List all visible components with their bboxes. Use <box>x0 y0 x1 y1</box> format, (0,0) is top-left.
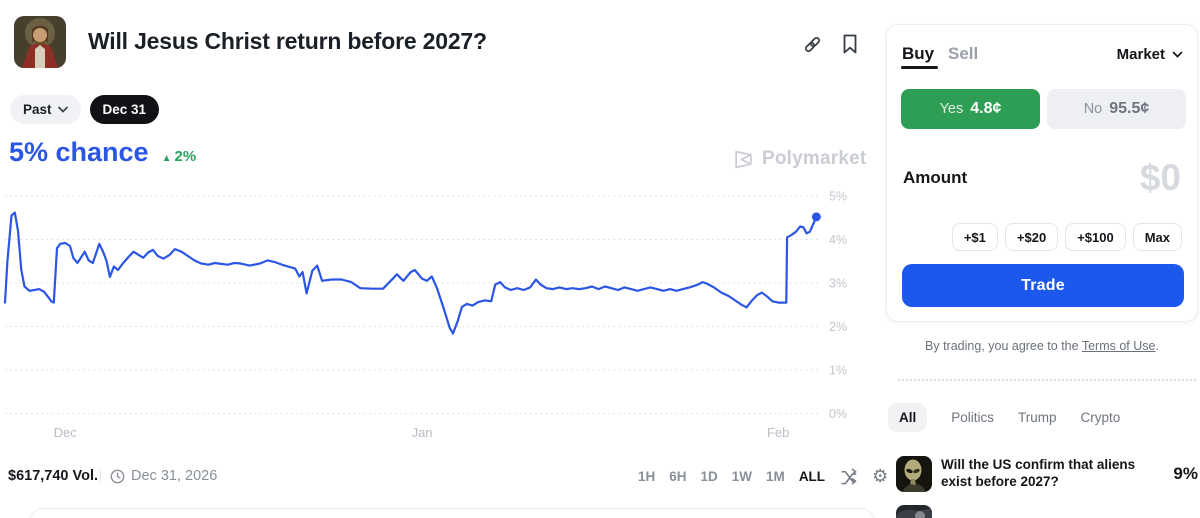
footer-divider <box>100 469 101 483</box>
past-dropdown[interactable]: Past <box>10 95 81 124</box>
bookmark-icon[interactable] <box>840 33 862 55</box>
no-price: 95.5¢ <box>1109 100 1150 117</box>
x-axis-label: Feb <box>767 425 789 440</box>
price-chart[interactable]: 5% 4% 3% 2% 1% 0% Dec Jan Feb <box>0 185 872 443</box>
settings-gear-icon[interactable]: ⚙ <box>872 466 889 486</box>
polymarket-watermark: Polymarket <box>733 148 866 170</box>
quick-amount-row: +$1 +$20 +$100 Max <box>951 223 1182 251</box>
terms-text: By trading, you agree to the <box>925 339 1082 353</box>
category-tabs: All Politics Trump Crypto <box>888 403 1120 432</box>
terms-of-use-link[interactable]: Terms of Use <box>1081 339 1156 353</box>
jesus-avatar-image <box>14 16 66 68</box>
amount-label: Amount <box>903 168 968 187</box>
related-market-chance: 9% <box>1173 464 1198 483</box>
compare-arrows-icon[interactable] <box>839 467 858 486</box>
market-avatar <box>14 16 66 68</box>
section-divider <box>898 379 1196 381</box>
y-axis-label: 5% <box>829 190 847 204</box>
x-axis-label: Jan <box>412 425 433 440</box>
buy-no-button[interactable]: No 95.5¢ <box>1047 89 1186 129</box>
range-1d[interactable]: 1D <box>700 469 718 484</box>
range-1m[interactable]: 1M <box>766 469 785 484</box>
y-axis-label: 4% <box>829 233 847 247</box>
page-title: Will Jesus Christ return before 2027? <box>88 28 487 54</box>
chance-value: 5% chance <box>9 137 149 167</box>
chevron-down-icon <box>57 106 68 113</box>
related-market-avatar-partial[interactable] <box>896 505 932 518</box>
price-line <box>3 211 818 335</box>
range-1h[interactable]: 1H <box>638 469 656 484</box>
buy-yes-button[interactable]: Yes 4.8¢ <box>901 89 1040 129</box>
related-market-title: Will the US confirm that aliens exist be… <box>941 457 1136 489</box>
tab-politics[interactable]: Politics <box>951 410 995 425</box>
related-market-item[interactable]: Will the US confirm that aliens exist be… <box>896 456 1198 492</box>
add-20-dollars-button[interactable]: +$20 <box>1004 223 1059 251</box>
y-axis-label: 0% <box>829 407 847 421</box>
polymarket-watermark-label: Polymarket <box>762 148 867 169</box>
x-axis-label: Dec <box>54 425 78 440</box>
latest-price-dot <box>811 212 821 222</box>
volume-label: $617,740 Vol. <box>8 468 99 484</box>
order-type-label: Market <box>1116 46 1165 63</box>
range-6h[interactable]: 6H <box>669 469 687 484</box>
alien-avatar-image <box>896 456 932 492</box>
amount-input-value[interactable]: $0 <box>1139 157 1181 198</box>
y-axis-label: 2% <box>829 320 847 334</box>
no-label: No <box>1083 101 1103 117</box>
related-market-avatar <box>896 456 932 492</box>
clock-icon <box>110 469 125 484</box>
time-range-selector: 1H 6H 1D 1W 1M ALL ⚙ <box>638 467 891 486</box>
order-book-card-top <box>28 508 876 518</box>
chance-delta: ▲ 2% <box>162 148 197 165</box>
yes-price: 4.8¢ <box>970 100 1002 117</box>
y-axis-label: 3% <box>829 277 847 291</box>
terms-period: . <box>1155 339 1159 353</box>
yes-label: Yes <box>939 101 964 117</box>
tab-trump[interactable]: Trump <box>1018 410 1057 425</box>
terms-notice: By trading, you agree to the Terms of Us… <box>886 339 1198 353</box>
chance-row: 5% chance ▲ 2% <box>9 137 196 168</box>
y-axis-label: 1% <box>829 364 847 378</box>
chance-delta-value: 2% <box>174 148 197 165</box>
add-100-dollars-button[interactable]: +$100 <box>1065 223 1126 251</box>
polymarket-logo-icon <box>735 150 752 168</box>
max-amount-button[interactable]: Max <box>1132 223 1182 251</box>
trade-panel: Buy Sell Market Yes 4.8¢ No 95.5¢ Amount… <box>886 24 1198 322</box>
date-pill-label: Dec 31 <box>102 102 147 117</box>
chart-filters: Past Dec 31 <box>10 95 160 124</box>
add-1-dollar-button[interactable]: +$1 <box>951 223 998 251</box>
tab-all[interactable]: All <box>888 403 928 432</box>
trade-button[interactable]: Trade <box>902 264 1184 307</box>
tab-crypto[interactable]: Crypto <box>1080 410 1121 425</box>
active-tab-underline <box>901 66 938 69</box>
chevron-down-icon <box>1172 51 1183 58</box>
copy-link-icon[interactable] <box>802 34 824 56</box>
range-all[interactable]: ALL <box>798 469 826 484</box>
resolution-date: Dec 31, 2026 <box>131 468 218 484</box>
past-dropdown-label: Past <box>23 102 52 117</box>
date-pill[interactable]: Dec 31 <box>89 95 160 124</box>
range-1w[interactable]: 1W <box>731 469 753 484</box>
order-type-dropdown[interactable]: Market <box>1117 46 1183 63</box>
tab-buy[interactable]: Buy <box>902 44 935 63</box>
tab-sell[interactable]: Sell <box>948 44 979 63</box>
arrow-up-icon: ▲ <box>161 153 172 164</box>
